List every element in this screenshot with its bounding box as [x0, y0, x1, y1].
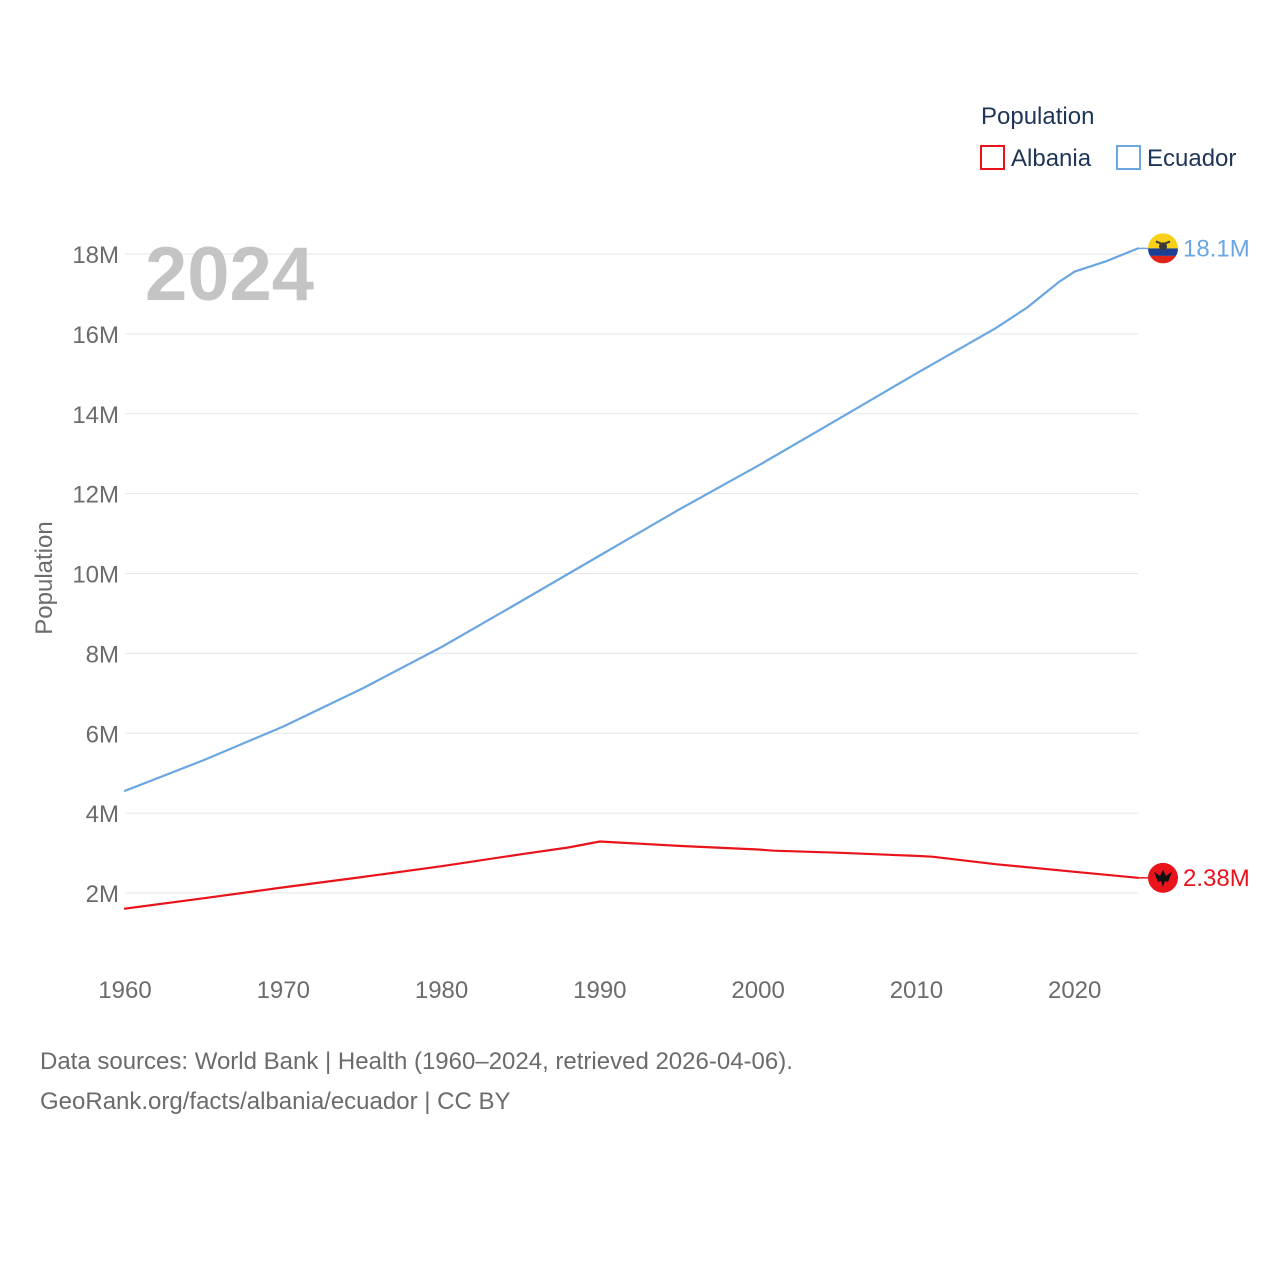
x-axis: 1960 1970 1980 1990 2000 2010 2020	[98, 977, 1101, 1004]
y-tick-label: 8M	[86, 641, 119, 668]
series-line-albania	[123, 840, 1140, 910]
legend-items: Albania Ecuador	[980, 145, 1236, 172]
legend-label: Albania	[1011, 145, 1092, 172]
y-tick-label: 14M	[72, 402, 119, 429]
year-label: 2024	[145, 232, 314, 317]
end-value-label-albania: 2.38M	[1183, 865, 1250, 892]
legend-item-albania[interactable]: Albania	[980, 145, 1092, 172]
legend-label: Ecuador	[1147, 145, 1236, 172]
footer: Data sources: World Bank | Health (1960–…	[40, 1042, 793, 1122]
legend-swatch	[980, 145, 1005, 170]
legend: Population Albania Ecuador	[980, 103, 1236, 172]
y-tick-label: 10M	[72, 562, 119, 589]
series-line-ecuador	[123, 247, 1140, 792]
y-axis: 2M 4M 6M 8M 10M 12M 14M 16M 18M	[72, 242, 119, 908]
legend-swatch	[1116, 145, 1141, 170]
x-tick-label: 2020	[1048, 977, 1101, 1004]
ecuador-flag-icon	[1148, 233, 1178, 264]
albania-flag-icon	[1148, 862, 1178, 893]
x-tick-label: 2010	[890, 977, 943, 1004]
data-sources-note: Data sources: World Bank | Health (1960–…	[40, 1048, 793, 1075]
x-tick-label: 2000	[731, 977, 784, 1004]
x-tick-label: 1980	[415, 977, 468, 1004]
x-tick-label: 1960	[98, 977, 151, 1004]
y-axis-title: Population	[31, 521, 58, 634]
grid	[125, 253, 1138, 894]
y-tick-label: 4M	[86, 801, 119, 828]
series-endpoints: 2.38M 18.1M	[1138, 233, 1250, 893]
y-tick-label: 16M	[72, 322, 119, 349]
y-tick-label: 6M	[86, 721, 119, 748]
y-tick-label: 2M	[86, 881, 119, 908]
x-tick-label: 1970	[257, 977, 310, 1004]
x-tick-label: 1990	[573, 977, 626, 1004]
series-lines	[123, 247, 1140, 910]
end-value-label-ecuador: 18.1M	[1183, 235, 1250, 262]
y-tick-label: 12M	[72, 482, 119, 509]
y-tick-label: 18M	[72, 242, 119, 269]
legend-item-ecuador[interactable]: Ecuador	[1116, 145, 1236, 172]
legend-title: Population	[981, 103, 1094, 130]
source-link[interactable]: GeoRank.org/facts/albania/ecuador | CC B…	[40, 1088, 511, 1115]
